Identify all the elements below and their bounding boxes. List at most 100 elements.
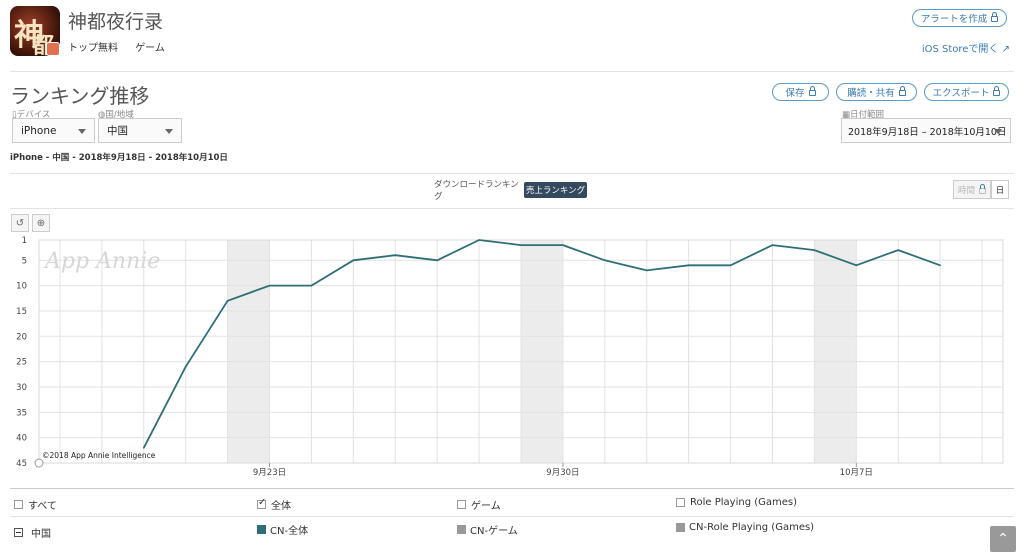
app-title: 神都夜行录: [68, 11, 164, 33]
y-tick-label: 5: [22, 256, 27, 266]
legend-cn-rpg-label: CN-Role Playing (Games): [689, 522, 815, 533]
y-tick-label: 15: [16, 307, 27, 317]
legend-cn-total[interactable]: CN-全体: [257, 522, 308, 537]
y-tick-label: 45: [16, 459, 27, 469]
legend-game-label: ゲーム: [471, 501, 501, 512]
device-label: ▯デバイス: [12, 110, 51, 120]
chevron-up-icon: ⌃: [997, 531, 1009, 547]
weekend-band-0: [227, 240, 270, 463]
data-point: [939, 264, 941, 267]
external-link-icon: ↗: [1001, 44, 1010, 55]
summary-divider: [10, 173, 1014, 174]
legend-swatch-rpg: [676, 523, 685, 532]
weekend-band-1: [521, 240, 563, 463]
chevron-down-icon: [994, 129, 1002, 134]
tab-download-ranking[interactable]: ダウンロードランキング: [434, 180, 519, 202]
legend-swatch-total: [257, 525, 266, 534]
legend-cn-total-label: CN-全体: [270, 526, 309, 537]
x-tick-label: 9月30日: [546, 468, 579, 478]
y-tick-label: 30: [16, 383, 27, 393]
scroll-to-top-button[interactable]: ⌃: [990, 526, 1016, 552]
legend-cn-game-label: CN-ゲーム: [470, 526, 518, 537]
legend-header-row: すべて 全体 ゲーム Role Playing (Games): [10, 497, 1014, 512]
create-alert-button[interactable]: アラートを作成: [912, 9, 1007, 27]
tab-revenue-ranking[interactable]: 売上ランキング: [524, 182, 587, 198]
subscribe-label: 購読・共有: [847, 88, 895, 99]
hourly-toggle[interactable]: 時間: [953, 180, 991, 199]
data-point: [562, 244, 564, 246]
legend-total[interactable]: 全体: [257, 497, 291, 512]
zoom-button[interactable]: ⊕: [32, 214, 50, 232]
checkbox-checked-icon[interactable]: [257, 497, 266, 509]
data-point: [310, 284, 313, 287]
y-tick-label: 40: [16, 434, 27, 444]
data-point: [771, 244, 774, 246]
export-label: エクスポート: [932, 88, 990, 99]
export-button[interactable]: エクスポート: [924, 83, 1009, 101]
save-button[interactable]: 保存: [772, 83, 829, 101]
legend-country-label: 中国: [31, 529, 51, 540]
app-icon-glyph: 神: [14, 18, 44, 53]
create-alert-label: アラートを作成: [920, 14, 988, 25]
country-label: ◍国/地域: [98, 110, 134, 120]
country-value: 中国: [107, 125, 128, 137]
lock-icon: [898, 86, 906, 96]
legend-country-row: 中国 CN-全体 CN-ゲーム CN-Role Playing (Games): [10, 522, 1014, 540]
data-point: [604, 259, 606, 262]
y-tick-label: 1: [22, 236, 27, 246]
legend-top-divider: [10, 488, 1014, 489]
data-point: [687, 264, 690, 267]
data-point: [520, 244, 522, 246]
lock-icon: [808, 86, 816, 96]
app-icon: 神 都: [10, 6, 60, 56]
undo-icon: ↺: [15, 217, 25, 229]
watermark: App Annie: [43, 249, 160, 274]
y-tick-label: 35: [16, 408, 27, 418]
hourly-label: 時間: [957, 185, 975, 196]
data-point: [897, 249, 900, 251]
ios-store-label: iOS Storeで開く: [921, 44, 999, 55]
zoom-icon: ⊕: [36, 217, 46, 229]
app-meta-category: ゲーム: [135, 43, 165, 54]
checkbox-icon[interactable]: [14, 500, 23, 509]
header-divider: [10, 71, 1014, 72]
data-point: [352, 259, 355, 262]
daily-toggle[interactable]: 日: [991, 180, 1009, 199]
legend-rpg-label: Role Playing (Games): [690, 497, 798, 508]
date-label: ▦日付範囲: [842, 110, 885, 120]
reset-zoom-button[interactable]: ↺: [11, 214, 29, 232]
subscribe-share-button[interactable]: 購読・共有: [836, 83, 917, 101]
lock-icon: [991, 12, 999, 22]
legend-country[interactable]: 中国: [14, 525, 51, 540]
app-meta-price: トップ無料: [68, 43, 118, 54]
legend-swatch-game: [457, 525, 466, 534]
checkbox-icon[interactable]: [676, 498, 685, 507]
ios-store-link[interactable]: iOS Storeで開く ↗: [922, 40, 1010, 55]
data-point: [226, 300, 229, 302]
legend-all[interactable]: すべて: [14, 497, 57, 512]
origin-marker: [34, 458, 44, 468]
date-range-select[interactable]: 2018年9月18日 – 2018年10月10日: [841, 118, 1011, 143]
y-tick-label: 20: [16, 332, 27, 342]
data-point: [478, 239, 480, 241]
chevron-down-icon: [78, 129, 86, 134]
tabs-divider: [10, 208, 1014, 209]
collapse-icon[interactable]: [14, 528, 23, 537]
filter-summary: iPhone - 中国 - 2018年9月18日 - 2018年10月10日: [10, 153, 228, 163]
data-point: [394, 254, 397, 257]
data-point: [729, 264, 732, 267]
legend-all-label: すべて: [28, 501, 57, 512]
plot-frame: [38, 239, 1004, 464]
data-point: [436, 259, 438, 262]
country-select[interactable]: 中国: [98, 118, 182, 143]
app-badge-icon: [46, 42, 60, 56]
checkbox-icon[interactable]: [457, 500, 466, 509]
legend-game[interactable]: ゲーム: [457, 497, 501, 512]
legend-cn-rpg[interactable]: CN-Role Playing (Games): [676, 522, 814, 533]
device-select[interactable]: iPhone: [12, 118, 95, 143]
legend-cn-game[interactable]: CN-ゲーム: [457, 522, 518, 537]
copyright: ©2018 App Annie Intelligence: [42, 451, 156, 460]
data-point: [645, 269, 648, 272]
legend-rpg[interactable]: Role Playing (Games): [676, 497, 797, 508]
